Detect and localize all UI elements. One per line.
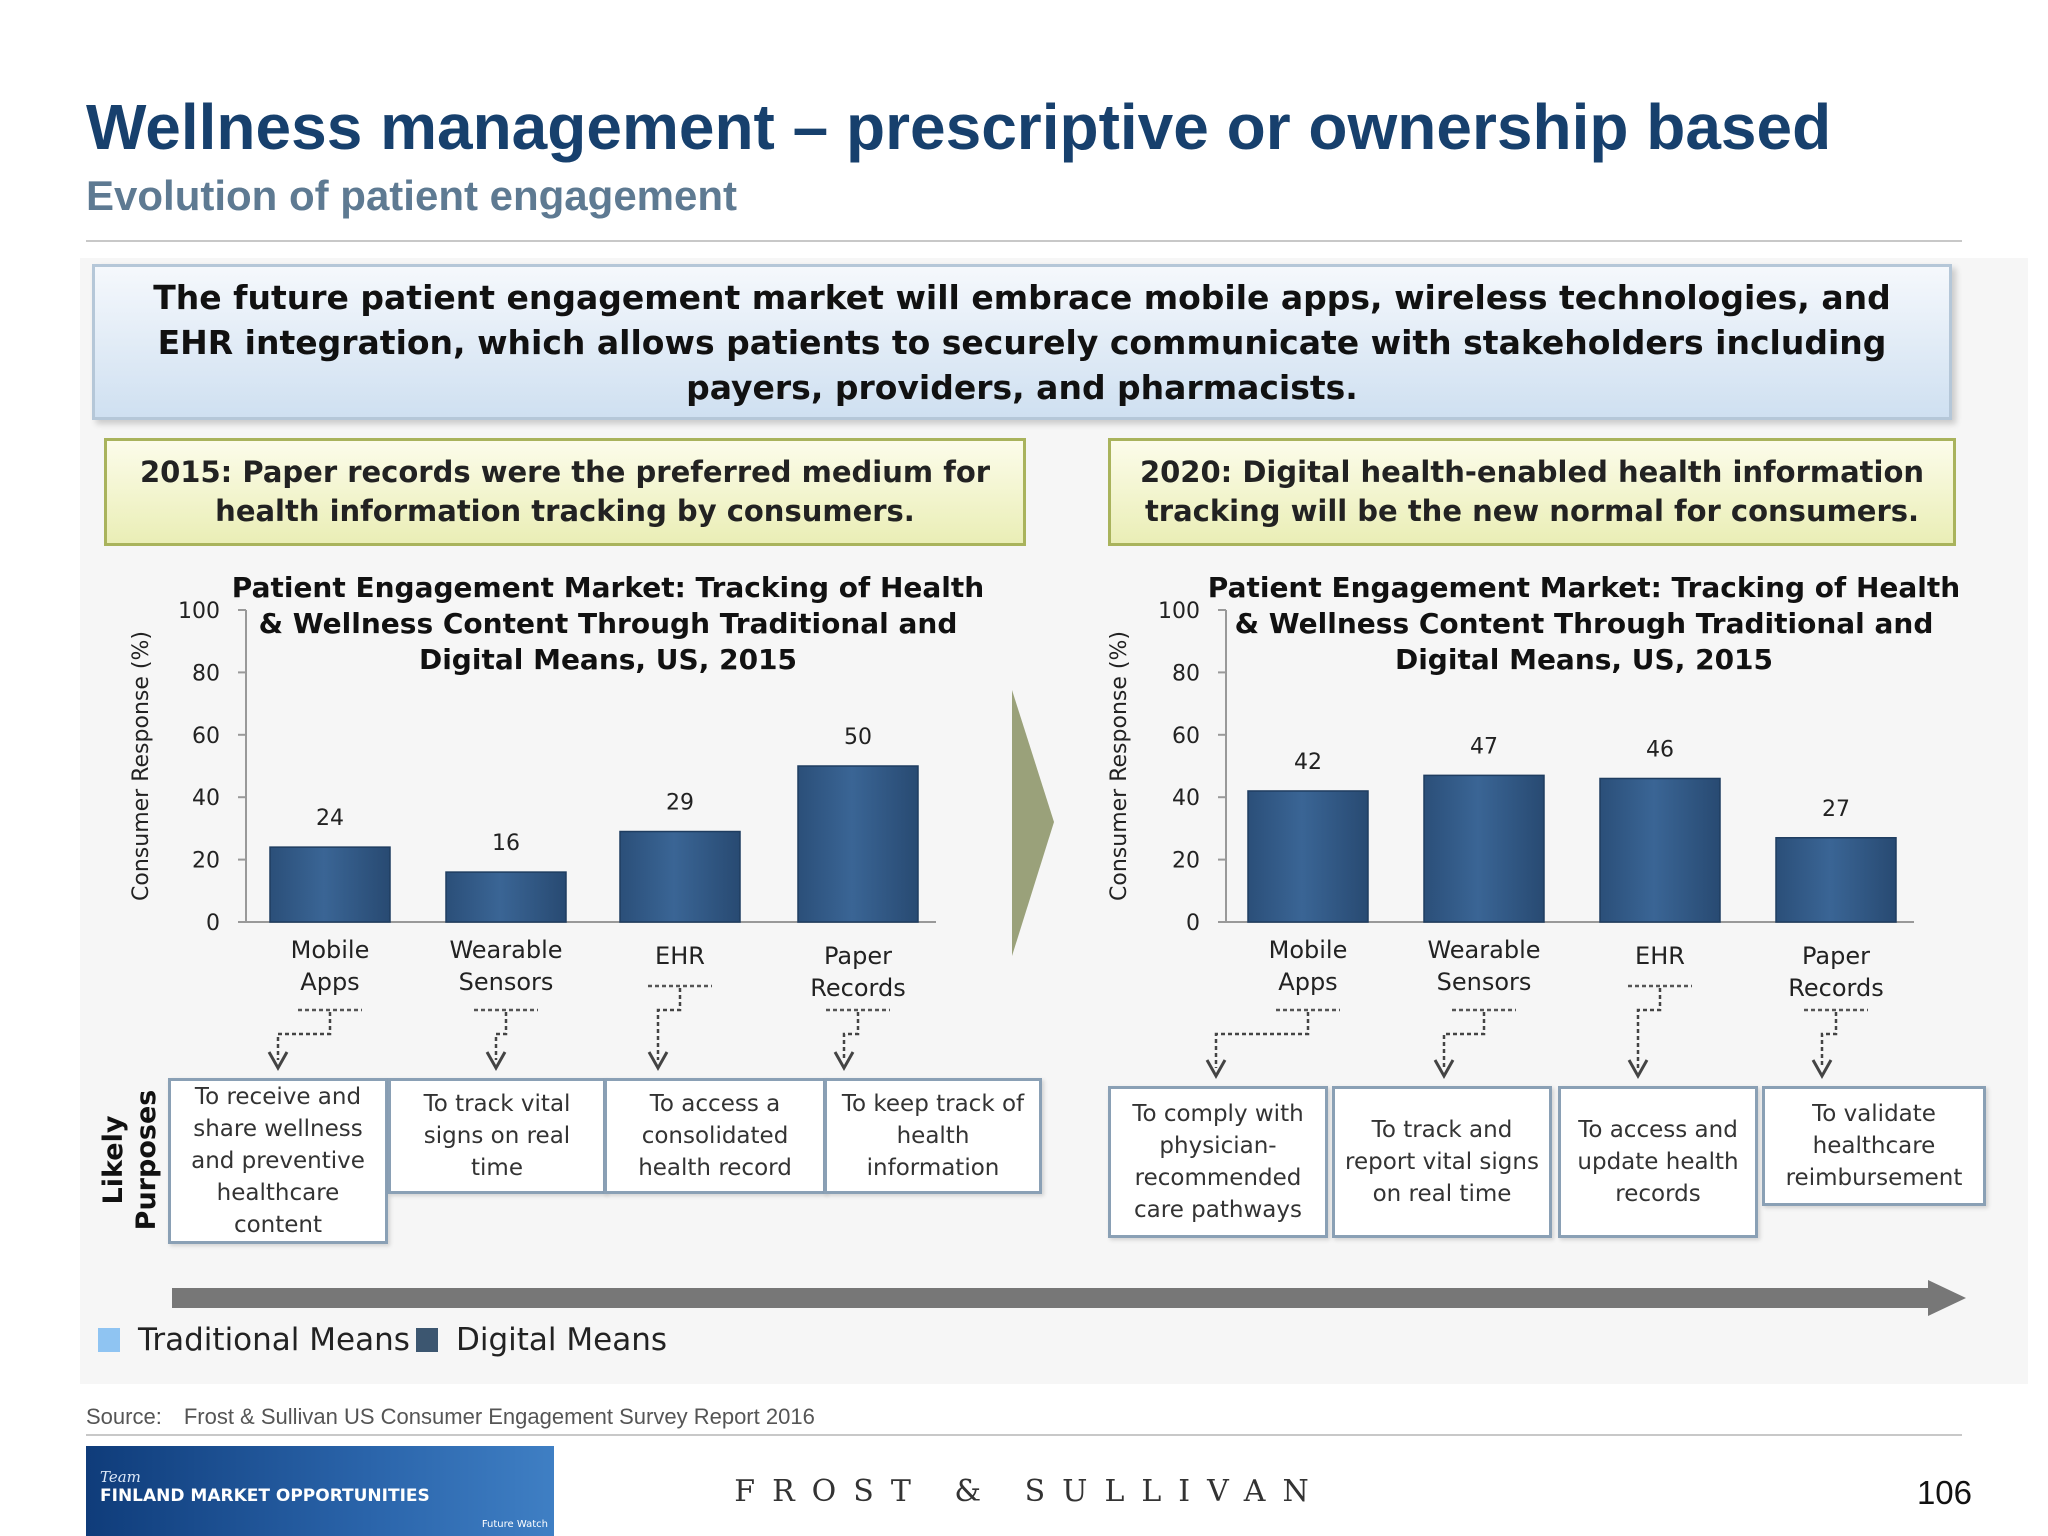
legend-traditional-label: Traditional Means <box>138 1322 410 1358</box>
bar-chart-2020: 100 80 60 40 20 0 Consumer Response (%) 42 Mobil… <box>1107 599 1914 1080</box>
year-box-2020: 2020: Digital health-enabled health info… <box>1108 438 1956 546</box>
connector-line <box>656 988 682 1060</box>
y-tick-label: 40 <box>1172 786 1200 811</box>
likely-purposes-label: Likely Purposes <box>98 1089 162 1231</box>
logo-team-text: Team <box>100 1468 141 1486</box>
y-tick-label: 0 <box>1186 911 1200 936</box>
connector-arrow-icon <box>1205 1059 1227 1080</box>
footer-divider <box>86 1434 1962 1436</box>
frost-sullivan-logo: FROST & SULLIVAN <box>734 1474 1326 1509</box>
y-tick-label: 80 <box>1172 661 1200 686</box>
legend-traditional-swatch <box>98 1328 120 1352</box>
purpose-2020-paper-records: To validate healthcare reimbursement <box>1762 1086 1986 1206</box>
chart-title-2015: Patient Engagement Market: Tracking of H… <box>231 571 985 676</box>
y-axis-label: Consumer Response (%) <box>1107 631 1132 901</box>
category-label: Apps <box>300 968 359 996</box>
legend-digital-swatch <box>416 1328 438 1352</box>
y-tick-label: 40 <box>192 786 220 811</box>
slide-subtitle: Evolution of patient engagement <box>86 172 738 219</box>
connector-line <box>842 1012 860 1060</box>
y-tick-label: 60 <box>1172 724 1200 749</box>
legend-digital-label: Digital Means <box>456 1322 668 1358</box>
y-tick-label: 100 <box>178 599 220 624</box>
data-label: 16 <box>492 831 520 856</box>
connector-line <box>276 1012 332 1060</box>
source-label: Source: <box>86 1404 162 1429</box>
y-tick-label: 100 <box>1158 599 1200 624</box>
purpose-2015-paper-records: To keep track of health information <box>824 1078 1042 1194</box>
connector-arrow-icon <box>267 1051 289 1072</box>
connector-arrow-icon <box>1433 1059 1455 1080</box>
logo-title-text: FINLAND MARKET OPPORTUNITIES <box>100 1486 430 1506</box>
bar <box>1247 790 1369 923</box>
timeline-arrow-head-icon <box>1928 1280 1966 1316</box>
y-tick-label: 20 <box>1172 849 1200 874</box>
category-label: Records <box>810 974 905 1002</box>
finland-market-opportunities-logo: Team FINLAND MARKET OPPORTUNITIES Future… <box>86 1446 554 1536</box>
connector-arrow-icon <box>833 1051 855 1072</box>
connector-line <box>1636 988 1662 1068</box>
bar <box>269 846 391 923</box>
purpose-2020-mobile-apps: To comply with physician-recommended car… <box>1108 1086 1328 1238</box>
category-label: Apps <box>1278 968 1337 996</box>
purpose-2015-mobile-apps: To receive and share wellness and preven… <box>168 1078 388 1244</box>
data-label: 46 <box>1646 737 1674 762</box>
purpose-2020-ehr: To access and update health records <box>1558 1086 1758 1238</box>
connector-arrow-icon <box>485 1051 507 1072</box>
slide-title: Wellness management – prescriptive or ow… <box>86 91 1832 163</box>
purpose-2020-wearable-sensors: To track and report vital signs on real … <box>1332 1086 1552 1238</box>
data-label: 24 <box>316 806 344 831</box>
purpose-2015-ehr: To access a consolidated health record <box>604 1078 826 1194</box>
category-label: Mobile <box>291 936 370 964</box>
connector-line <box>1820 1012 1838 1068</box>
category-label: Records <box>1788 974 1883 1002</box>
data-label: 27 <box>1822 797 1850 822</box>
data-label: 47 <box>1470 734 1498 759</box>
category-label: Paper <box>824 942 892 970</box>
chart-title-2020: Patient Engagement Market: Tracking of H… <box>1207 571 1961 676</box>
legend-traditional: Traditional Means <box>98 1322 410 1358</box>
connector-arrow-icon <box>1627 1059 1649 1080</box>
category-label: Mobile <box>1269 936 1348 964</box>
category-label: Sensors <box>459 968 554 996</box>
legend-digital: Digital Means <box>416 1322 667 1358</box>
transition-arrow-icon <box>1012 690 1054 956</box>
bar-chart-2015: 100 80 60 40 20 0 Consumer Response (%) 24 Mobil… <box>129 599 936 1072</box>
bar <box>619 830 741 923</box>
y-tick-label: 60 <box>192 724 220 749</box>
y-tick-label: 20 <box>192 849 220 874</box>
connector-line <box>1214 1012 1310 1068</box>
timeline-arrow-shaft <box>172 1288 1928 1308</box>
year-box-2015: 2015: Paper records were the preferred m… <box>104 438 1026 546</box>
bar <box>1599 777 1721 923</box>
summary-banner: The future patient engagement market wil… <box>92 264 1952 420</box>
category-label: Sensors <box>1437 968 1532 996</box>
bar <box>1423 774 1545 923</box>
category-label: EHR <box>655 942 705 970</box>
page-number: 106 <box>1916 1474 1972 1511</box>
logo-watch-text: Future Watch <box>481 1519 548 1530</box>
connector-line <box>494 1012 508 1060</box>
y-tick-label: 0 <box>206 911 220 936</box>
category-label: EHR <box>1635 942 1685 970</box>
category-label: Wearable <box>449 936 562 964</box>
bar <box>445 871 567 923</box>
category-label: Wearable <box>1427 936 1540 964</box>
data-label: 50 <box>844 725 872 750</box>
header-divider <box>86 240 1962 242</box>
bar <box>797 765 919 923</box>
connector-line <box>1442 1012 1486 1068</box>
bar <box>1775 837 1897 923</box>
source-text: Frost & Sullivan US Consumer Engagement … <box>183 1404 815 1429</box>
connector-arrow-icon <box>647 1051 669 1072</box>
category-label: Paper <box>1802 942 1870 970</box>
y-tick-label: 80 <box>192 661 220 686</box>
data-label: 42 <box>1294 750 1322 775</box>
data-label: 29 <box>666 791 694 816</box>
connector-arrow-icon <box>1811 1059 1833 1080</box>
purpose-2015-wearable-sensors: To track vital signs on real time <box>388 1078 606 1194</box>
y-axis-label: Consumer Response (%) <box>129 631 154 901</box>
source-note: Source: Frost & Sullivan US Consumer Enga… <box>86 1404 815 1430</box>
